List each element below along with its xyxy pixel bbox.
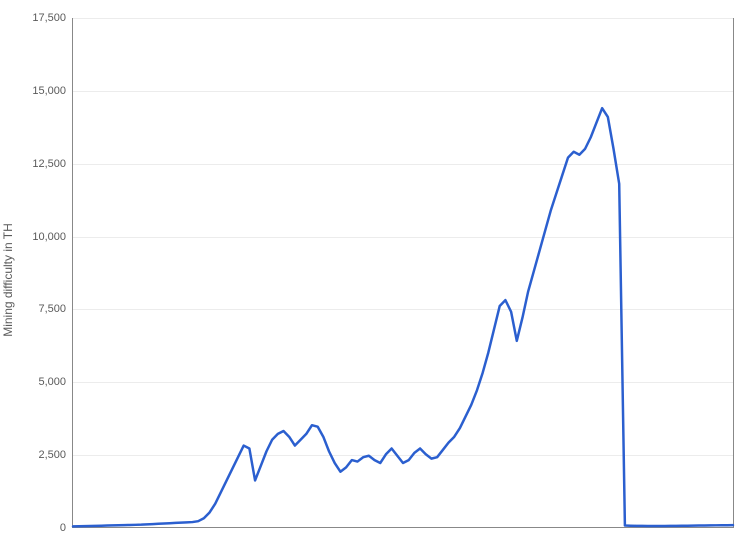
ytick-label: 12,500 xyxy=(6,158,66,170)
ytick-label: 17,500 xyxy=(6,12,66,24)
chart-svg xyxy=(73,18,733,527)
ytick-label: 2,500 xyxy=(6,449,66,461)
ytick-label: 0 xyxy=(6,522,66,534)
ytick-label: 5,000 xyxy=(6,376,66,388)
plot-area xyxy=(72,18,734,528)
ytick-label: 10,000 xyxy=(6,231,66,243)
chart-container: Mining difficulty in TH 02,5005,0007,500… xyxy=(0,0,754,560)
data-line xyxy=(73,108,733,526)
ytick-label: 7,500 xyxy=(6,303,66,315)
ytick-label: 15,000 xyxy=(6,85,66,97)
